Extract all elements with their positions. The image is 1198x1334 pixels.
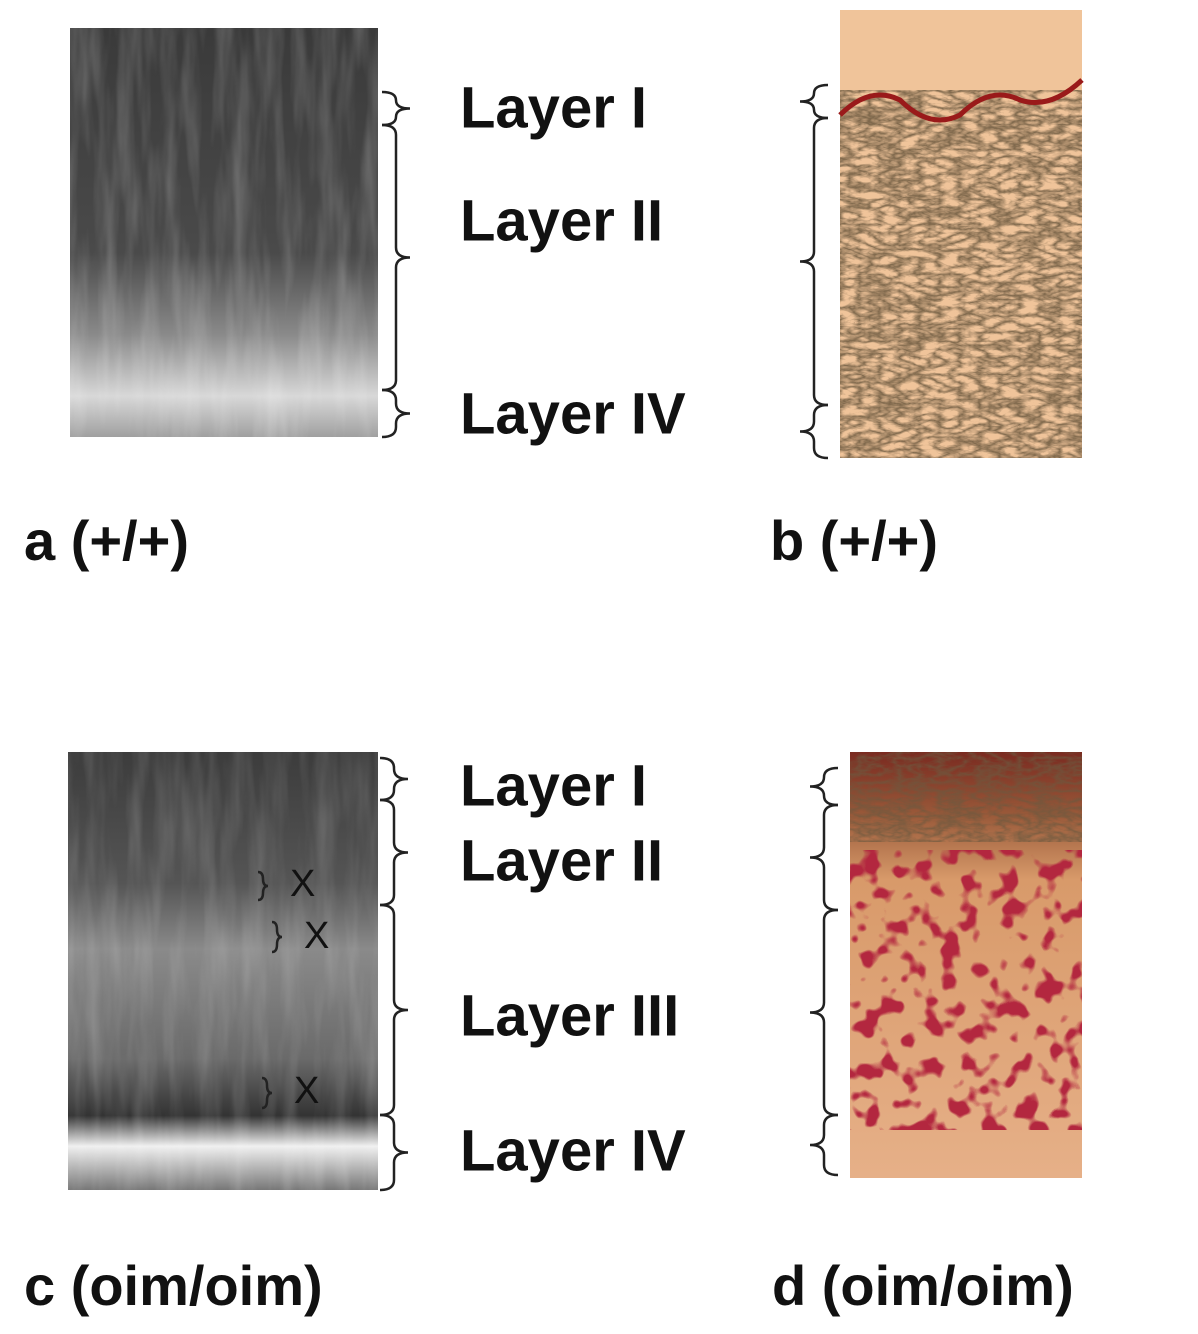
layer-label: Layer I	[460, 75, 647, 140]
layer-label: Layer IV	[460, 1118, 686, 1183]
brace	[810, 1115, 838, 1175]
brace	[382, 92, 410, 125]
marker-label: X	[290, 863, 315, 905]
brace	[800, 405, 828, 458]
panel-label: b (+/+)	[770, 509, 938, 572]
image-a	[70, 28, 378, 437]
layer-label: Layer II	[460, 188, 663, 253]
marker-label: X	[294, 1070, 319, 1112]
brace	[380, 758, 408, 800]
layer-label: Layer IV	[460, 381, 686, 446]
brace	[810, 910, 838, 1115]
brace	[380, 905, 408, 1115]
panel-label: d (oim/oim)	[772, 1254, 1074, 1317]
layer-label: Layer II	[460, 828, 663, 893]
panel-label: a (+/+)	[24, 509, 189, 572]
image-b	[840, 10, 1082, 458]
layer-label: Layer I	[460, 753, 647, 818]
brace	[380, 800, 408, 905]
panel-label: c (oim/oim)	[24, 1254, 323, 1317]
brace	[810, 805, 838, 910]
brace	[380, 1115, 408, 1190]
brace	[800, 118, 828, 405]
brace	[382, 390, 410, 437]
brace	[810, 768, 838, 805]
figure: Layer I Layer II Layer IV Layer I Layer II La…	[0, 0, 1198, 1334]
brace	[382, 125, 410, 390]
image-c	[68, 752, 378, 1190]
marker-label: X	[304, 915, 329, 957]
image-d	[850, 752, 1082, 1178]
brace	[800, 85, 828, 118]
layer-label: Layer III	[460, 983, 679, 1048]
